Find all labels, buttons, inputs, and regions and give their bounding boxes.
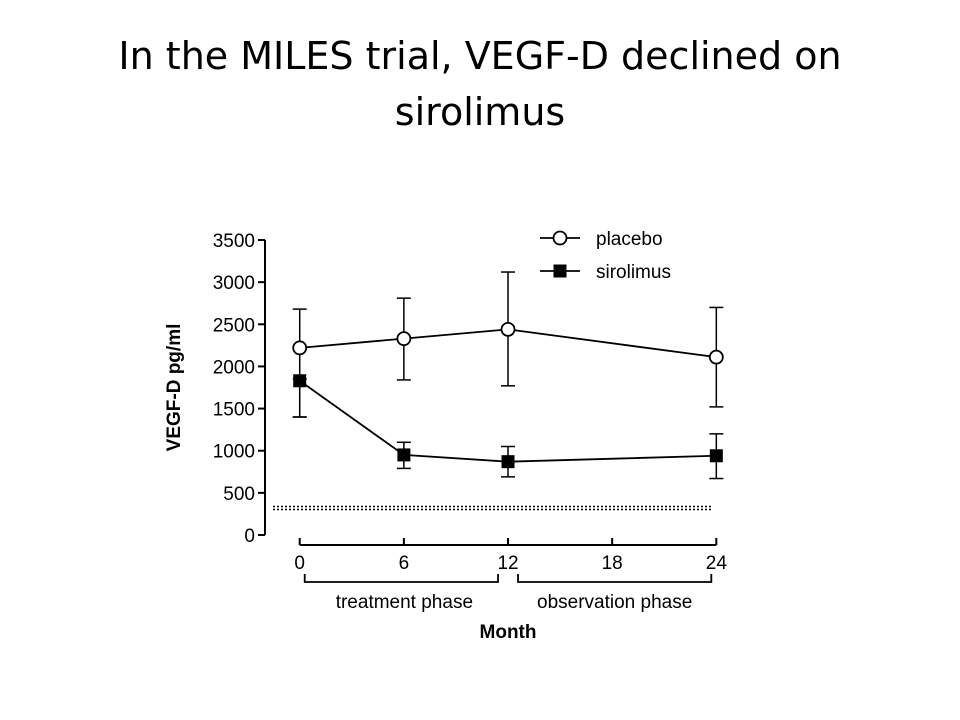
phase-bracket <box>303 574 499 583</box>
data-point <box>396 331 412 347</box>
phase-bracket <box>517 574 713 583</box>
data-point <box>708 349 724 365</box>
x-tick-label: 0 <box>294 553 305 574</box>
x-axis-title: Month <box>480 622 537 643</box>
data-point <box>397 448 411 462</box>
legend-label: sirolimus <box>596 262 671 283</box>
y-tick-label: 1500 <box>213 400 255 421</box>
legend-marker <box>552 230 568 246</box>
data-point <box>501 455 515 469</box>
x-tick-label: 6 <box>399 553 410 574</box>
y-tick-label: 3500 <box>213 231 255 252</box>
y-tick-label: 0 <box>244 526 255 547</box>
data-point <box>293 374 307 388</box>
y-tick-label: 2500 <box>213 315 255 336</box>
slide-title-line-2: sirolimus <box>394 90 566 134</box>
slide-title-line-1: In the MILES trial, VEGF-D declined on <box>118 34 842 78</box>
y-tick-label: 500 <box>223 484 255 505</box>
series-line <box>299 328 717 359</box>
y-axis-title: VEGF-D pg/ml <box>164 324 185 452</box>
legend-label: placebo <box>596 229 663 250</box>
y-tick-label: 2000 <box>213 357 255 378</box>
data-point <box>292 340 308 356</box>
x-tick-label: 12 <box>497 553 518 574</box>
series-sirolimus <box>292 374 724 480</box>
slide-title: In the MILES trial, VEGF-D declined on s… <box>0 28 960 140</box>
series-line <box>299 380 717 463</box>
phase-label: treatment phase <box>336 592 473 613</box>
series-placebo <box>292 271 724 418</box>
y-tick-label: 1000 <box>213 442 255 463</box>
legend-marker <box>553 264 567 278</box>
phase-label: observation phase <box>537 592 692 613</box>
data-point <box>709 449 723 463</box>
x-tick-label: 18 <box>602 553 623 574</box>
y-tick-label: 3000 <box>213 273 255 294</box>
x-tick-label: 24 <box>706 553 728 574</box>
data-point <box>500 321 516 337</box>
